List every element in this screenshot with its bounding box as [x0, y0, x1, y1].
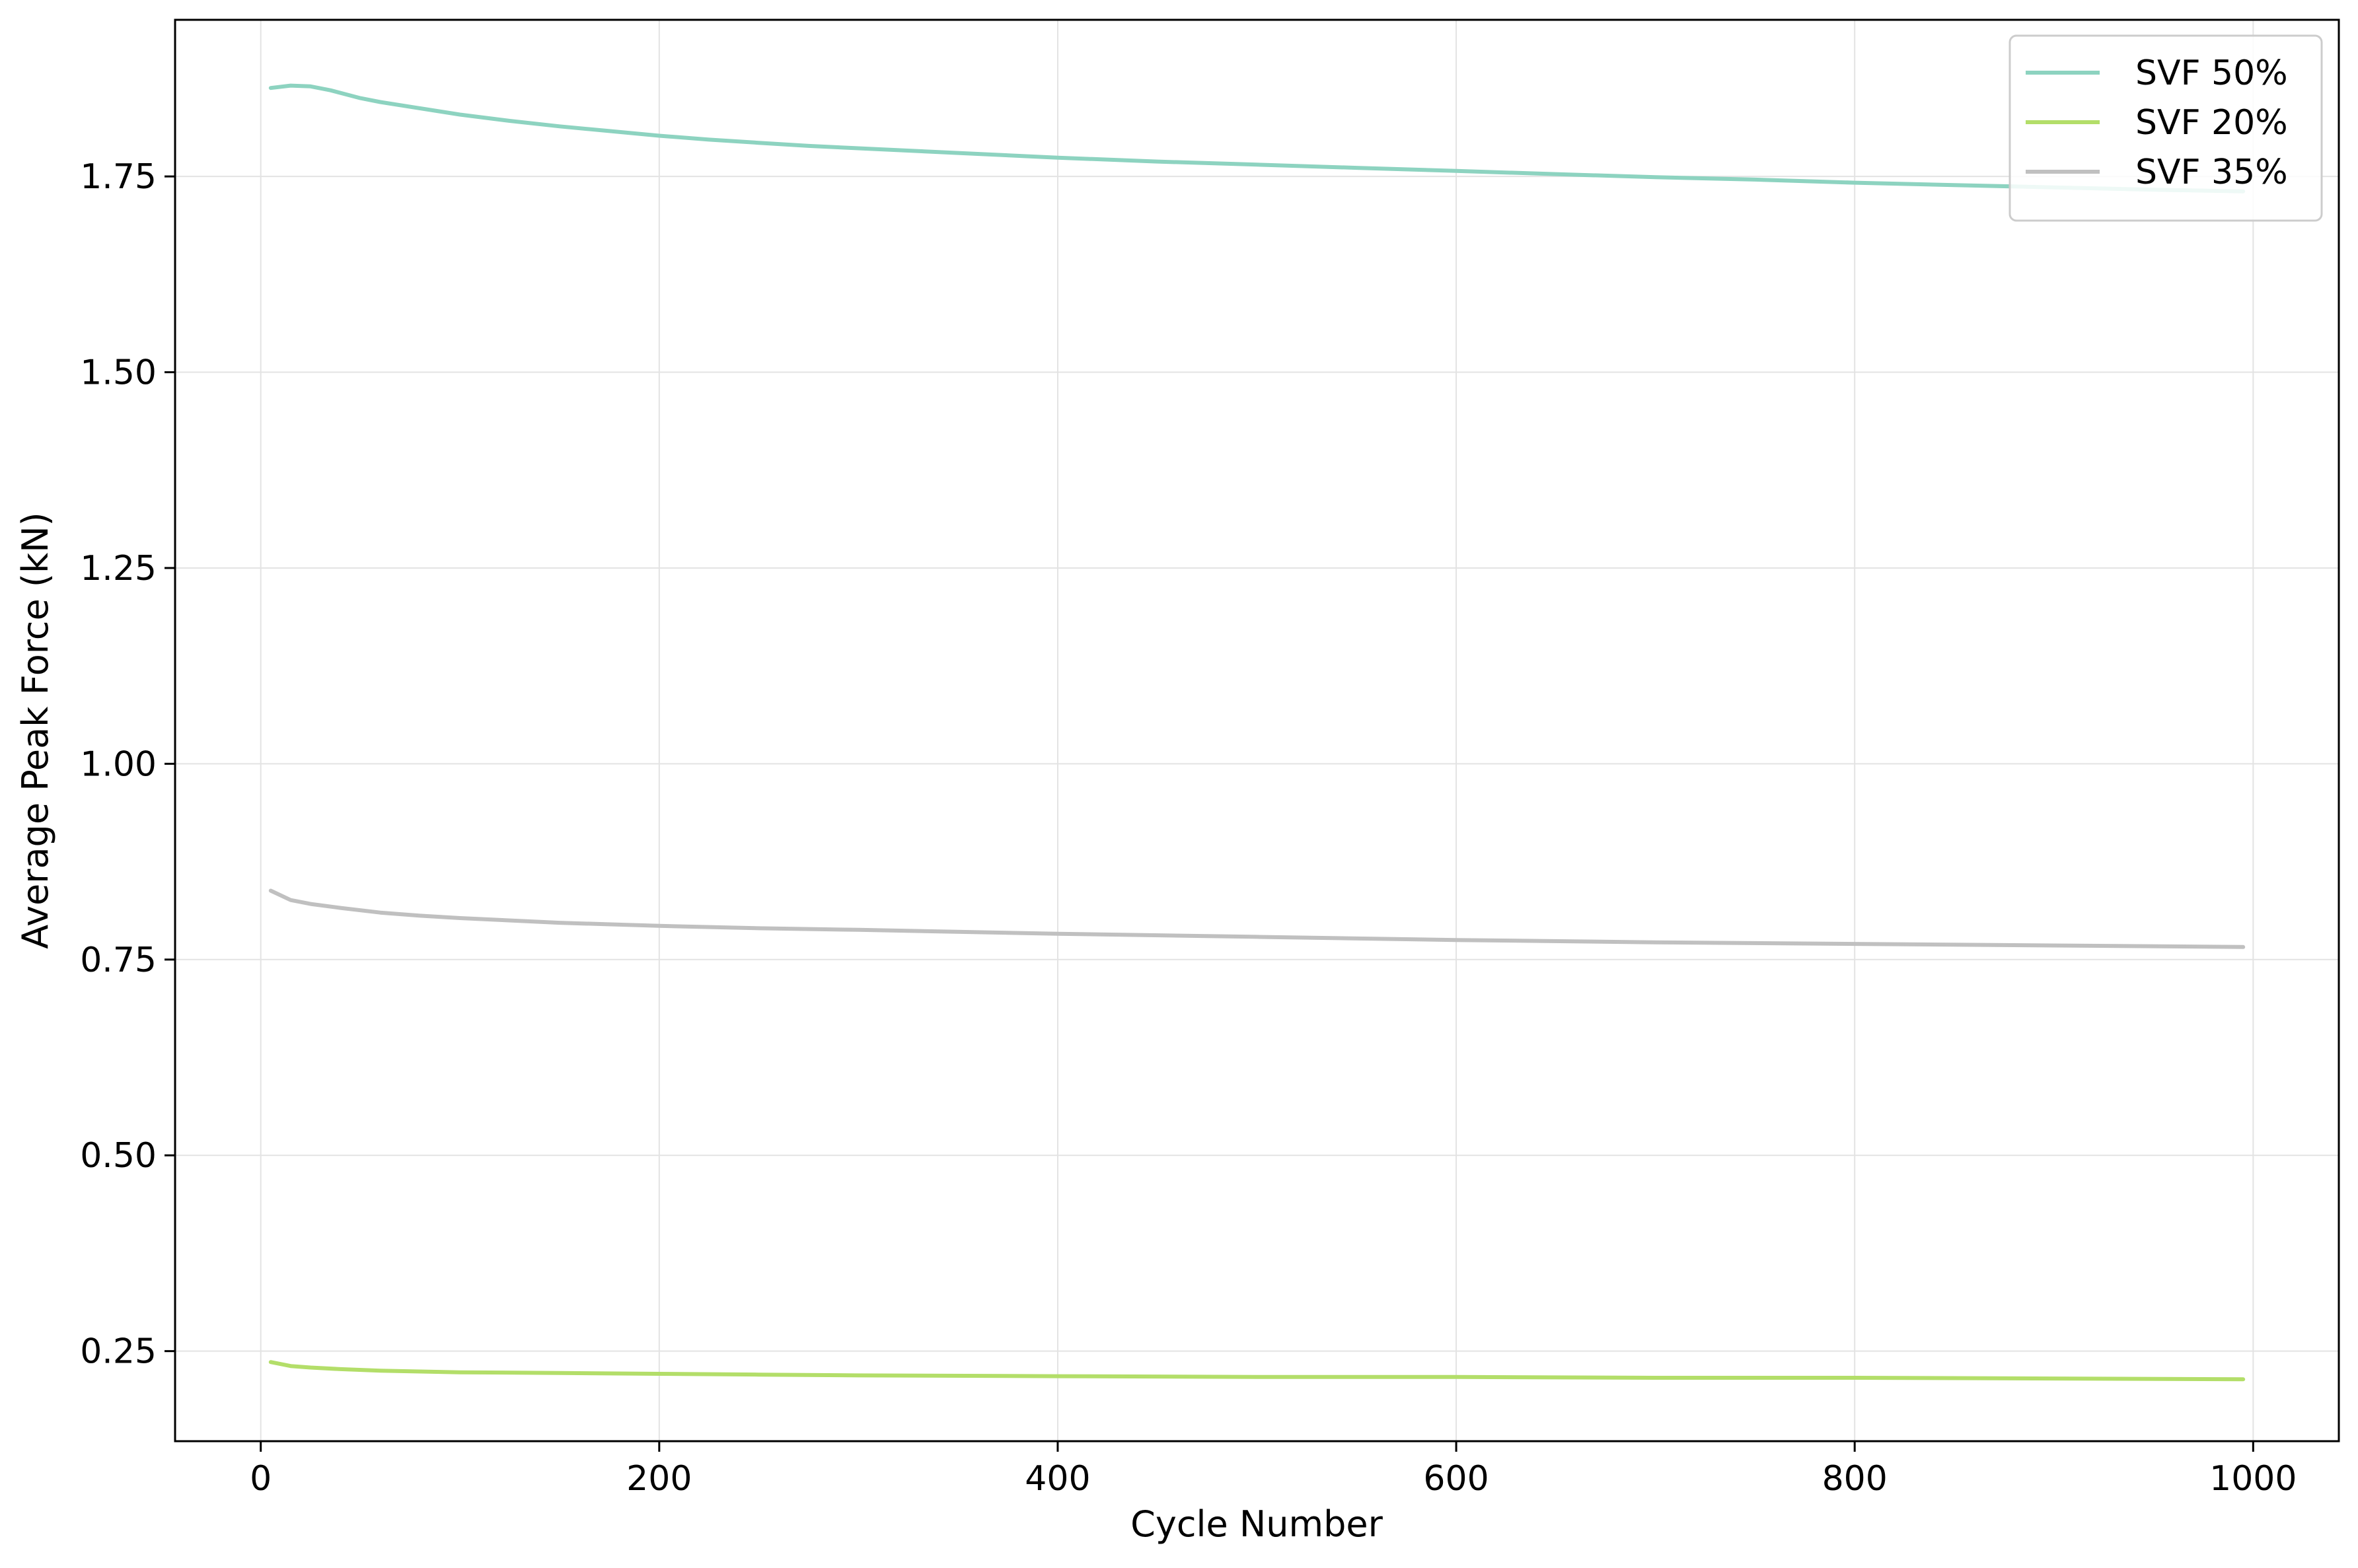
x-tick-label: 200 — [626, 1459, 692, 1499]
x-tick-label: 400 — [1025, 1459, 1090, 1499]
x-axis-label: Cycle Number — [1130, 1503, 1383, 1545]
x-tick-label: 1000 — [2209, 1459, 2297, 1499]
x-tick-label: 0 — [250, 1459, 272, 1499]
series-line-svf-50 — [268, 83, 2246, 194]
series-line-svf-20 — [268, 1360, 2246, 1382]
y-tick-label: 1.25 — [80, 549, 157, 588]
grid-lines — [175, 20, 2339, 1441]
series-lines — [268, 83, 2246, 1382]
y-tick-label: 0.50 — [80, 1136, 157, 1176]
plot-frame — [174, 18, 2340, 1443]
y-tick-label: 1.50 — [80, 353, 157, 393]
axis-ticks: 0 200 400 600 800 1000 0.25 0.50 0.75 1.00 1.25 1.5… — [80, 157, 2297, 1499]
x-tick-label: 800 — [1822, 1459, 1888, 1499]
y-tick-label: 0.25 — [80, 1332, 157, 1372]
y-tick-label: 1.00 — [80, 744, 157, 784]
y-tick-label: 0.75 — [80, 941, 157, 980]
legend-label: SVF 35% — [2135, 153, 2288, 192]
y-tick-label: 1.75 — [80, 157, 157, 197]
y-axis-label: Average Peak Force (kN) — [15, 512, 56, 948]
legend-label: SVF 50% — [2135, 53, 2288, 93]
legend-box — [2008, 34, 2323, 222]
x-tick-label: 600 — [1423, 1459, 1489, 1499]
legend-label: SVF 20% — [2135, 103, 2288, 143]
legend: SVF 50% SVF 20% SVF 35% — [2008, 34, 2323, 222]
series-line-svf-35 — [268, 888, 2246, 949]
